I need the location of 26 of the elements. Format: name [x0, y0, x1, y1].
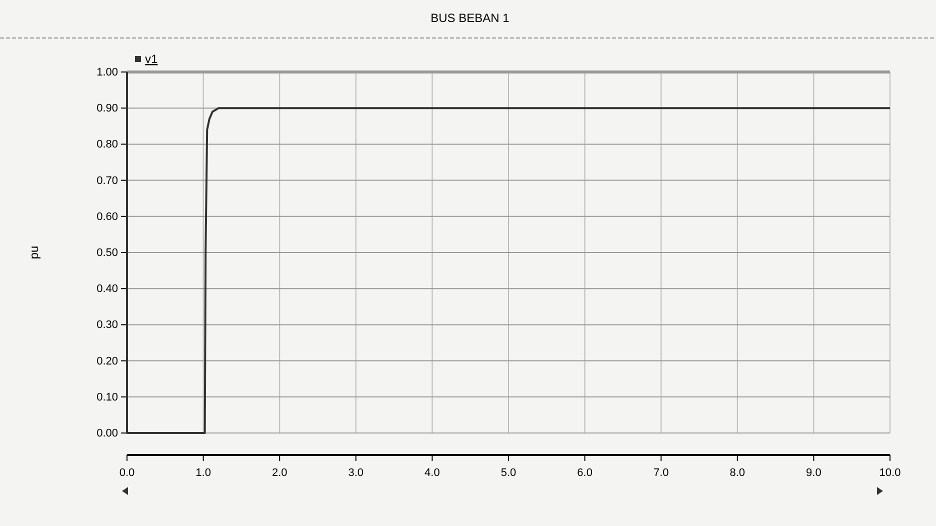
y-axis-title: pu [27, 246, 41, 260]
x-tick-label: 8.0 [730, 467, 746, 480]
y-tick-label: 0.50 [96, 247, 118, 260]
y-tick-label: 0.40 [96, 283, 118, 296]
y-tick-label: 0.20 [96, 355, 118, 368]
x-tick-label: 2.0 [272, 467, 288, 480]
y-tick-label: 0.10 [96, 391, 118, 404]
x-tick-label: 9.0 [806, 467, 822, 480]
x-tick-label: 10.0 [879, 467, 901, 480]
y-tick-label: 0.80 [96, 138, 118, 151]
x-tick-label: 0.0 [119, 467, 135, 480]
x-tick-label: 6.0 [577, 467, 592, 480]
y-tick-label: 0.60 [96, 210, 118, 223]
y-tick-label: 0.30 [96, 319, 118, 332]
y-tick-label: 0.00 [96, 428, 118, 440]
x-tick-label: 4.0 [424, 467, 440, 480]
x-tick-label: 5.0 [500, 467, 516, 480]
y-tick-label: 0.90 [96, 102, 118, 115]
y-tick-label: 1.00 [96, 66, 118, 79]
x-tick-label: 1.0 [196, 467, 211, 480]
x-tick-label: 3.0 [348, 467, 364, 480]
line-series [126, 71, 891, 434]
y-tick-label: 0.70 [96, 174, 118, 187]
legend-label: v1 [145, 52, 158, 66]
chart-title: BUS BEBAN 1 [430, 11, 510, 25]
x-tick-label: 7.0 [653, 467, 669, 480]
